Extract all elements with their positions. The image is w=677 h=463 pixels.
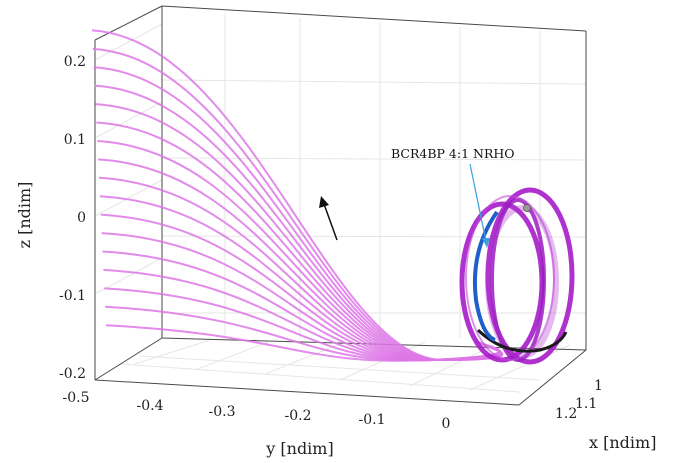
z-axis-label: z [ndim] — [15, 182, 34, 249]
axes-box — [94, 5, 587, 406]
z-tick: -0.1 — [59, 288, 86, 304]
nrho-orbit — [472, 204, 531, 342]
transfer-curve — [93, 66, 503, 362]
y-tick: -0.4 — [137, 398, 164, 414]
z-tick: 0.2 — [64, 54, 86, 70]
grid-lines — [94, 14, 587, 393]
x-tick: 1.1 — [575, 396, 597, 412]
transfer-curve — [104, 287, 501, 362]
nrho-annotation: BCR4BP 4:1 NRHO — [391, 146, 515, 248]
y-tick: -0.2 — [285, 408, 312, 424]
x-axis-label: x [ndim] — [589, 433, 656, 452]
y-ticks: -0.5 -0.4 -0.3 -0.2 -0.1 0 — [63, 390, 451, 432]
moon-marker — [523, 204, 531, 212]
x-ticks: 1 1.1 1.2 — [555, 378, 603, 422]
transfer-curve — [105, 324, 501, 362]
transfer-curve — [105, 305, 501, 362]
z-ticks: 0.2 0.1 0 -0.1 -0.2 — [59, 54, 86, 382]
annotation-label: BCR4BP 4:1 NRHO — [391, 146, 515, 161]
z-tick: 0.1 — [64, 132, 86, 148]
x-tick: 1 — [594, 378, 603, 394]
transfer-family-curves — [91, 29, 504, 362]
y-tick: -0.1 — [359, 412, 386, 428]
z-tick: 0 — [77, 210, 86, 226]
x-tick: 1.2 — [555, 406, 577, 422]
y-tick: 0 — [442, 416, 451, 432]
z-tick: -0.2 — [59, 366, 86, 382]
y-tick: -0.5 — [63, 390, 90, 406]
transfer-curve — [95, 103, 503, 362]
transfer-curve — [103, 268, 501, 362]
y-tick: -0.3 — [209, 404, 236, 420]
y-axis-label: y [ndim] — [265, 439, 333, 458]
arrival-orbits — [459, 187, 575, 365]
direction-arrow — [319, 196, 338, 241]
